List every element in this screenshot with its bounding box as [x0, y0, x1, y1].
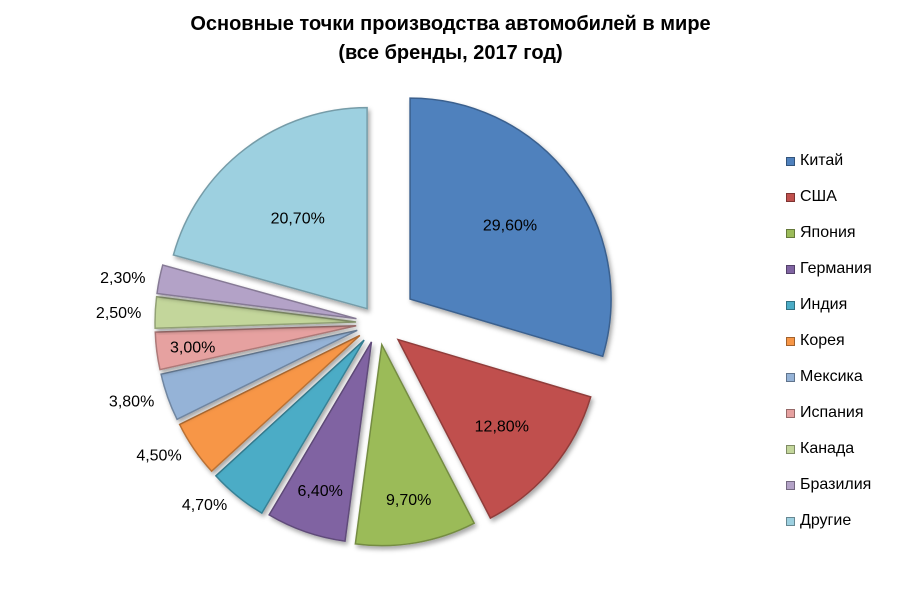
legend-swatch: [786, 264, 795, 274]
legend-label: Другие: [800, 512, 852, 529]
data-label-3: 9,70%: [386, 492, 431, 509]
data-label-10: 2,30%: [100, 270, 145, 287]
legend-label: Корея: [800, 332, 845, 349]
pie-slice-9: [154, 295, 357, 330]
legend-item: Канада: [786, 431, 872, 467]
data-label-8: 3,00%: [170, 339, 215, 356]
legend-label: Канада: [800, 440, 855, 457]
legend-swatch: [786, 516, 795, 526]
legend-item: Бразилия: [786, 467, 872, 503]
pie-slice-6: [178, 334, 361, 473]
legend-swatch: [786, 408, 795, 418]
legend-item: Испания: [786, 395, 872, 431]
legend-label: Индия: [800, 296, 848, 313]
chart-title-line: Основные точки производства автомобилей …: [190, 13, 711, 35]
legend-item: Индия: [786, 287, 872, 323]
legend-label: США: [800, 188, 837, 205]
legend-swatch: [786, 336, 795, 346]
legend-label: Мексика: [800, 368, 863, 385]
legend-swatch: [786, 192, 795, 202]
legend-item: Корея: [786, 323, 872, 359]
legend-item: Германия: [786, 251, 872, 287]
data-label-9: 2,50%: [96, 305, 141, 322]
pie-slice-3: [354, 342, 476, 547]
legend-label: Бразилия: [800, 476, 872, 493]
data-label-11: 20,70%: [271, 211, 325, 228]
legend-item: Мексика: [786, 359, 872, 395]
chart-legend: Китай США Япония Германия Индия Корея Мексика И…: [786, 143, 872, 539]
data-label-1: 29,60%: [483, 218, 537, 235]
pie-slice-4: [268, 341, 373, 542]
legend-swatch: [786, 480, 795, 490]
pie-slice-5: [214, 339, 365, 515]
chart-subtitle-line: (все бренды, 2017 год): [338, 42, 563, 64]
legend-label: Германия: [800, 260, 872, 277]
pie-slice-2: [396, 338, 592, 520]
data-label-7: 3,80%: [109, 394, 154, 411]
legend-item: Другие: [786, 503, 872, 539]
chart-title: Основные точки производства автомобилей …: [0, 10, 901, 68]
pie-slice-1: [409, 97, 612, 358]
data-label-6: 4,50%: [136, 448, 181, 465]
legend-item: Япония: [786, 215, 872, 251]
data-label-2: 12,80%: [475, 418, 529, 435]
legend-swatch: [786, 228, 795, 238]
legend-swatch: [786, 300, 795, 310]
legend-swatch: [786, 156, 795, 166]
pie-slice-11: [172, 106, 368, 310]
pie-slice-7: [160, 329, 358, 421]
legend-swatch: [786, 372, 795, 382]
legend-item: США: [786, 179, 872, 215]
pie-slice-10: [156, 264, 357, 320]
legend-label: Китай: [800, 152, 844, 169]
legend-swatch: [786, 444, 795, 454]
legend-label: Япония: [800, 224, 856, 241]
legend-label: Испания: [800, 404, 864, 421]
pie-slice-8: [154, 325, 357, 371]
data-label-5: 4,70%: [182, 497, 227, 514]
data-label-4: 6,40%: [298, 483, 343, 500]
legend-item: Китай: [786, 143, 872, 179]
